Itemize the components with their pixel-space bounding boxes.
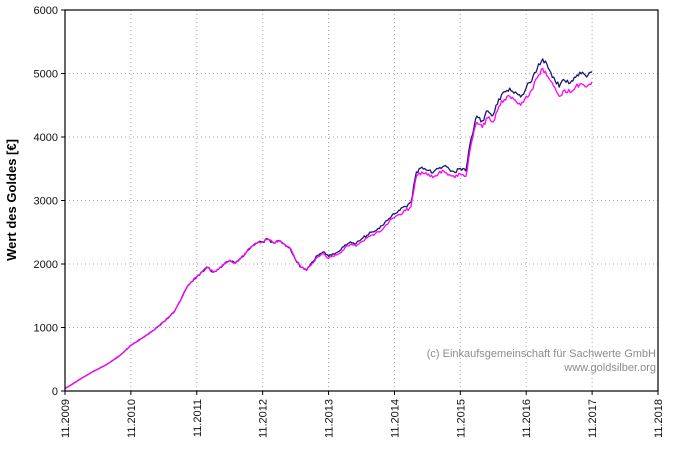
y-tick-label: 6000 — [34, 5, 58, 17]
x-tick-label: 11.2016 — [521, 399, 533, 438]
x-tick-label: 11.2017 — [587, 399, 599, 438]
y-tick-label: 0 — [52, 386, 58, 398]
y-tick-label: 2000 — [34, 259, 58, 271]
x-tick-label: 11.2013 — [324, 399, 336, 438]
x-tick-label: 11.2011 — [192, 399, 204, 437]
x-tick-label: 11.2014 — [389, 399, 401, 438]
x-tick-label: 11.2009 — [60, 399, 72, 438]
magenta-line — [64, 67, 593, 390]
y-tick-label: 4000 — [34, 132, 58, 144]
copyright-annotation: (c) Einkaufsgemeinschaft für Sachwerte G… — [427, 348, 656, 360]
x-tick-label: 11.2012 — [258, 399, 270, 438]
website-annotation: www.goldsilber.org — [563, 362, 656, 374]
x-tick-label: 11.2010 — [126, 399, 138, 438]
data-series — [64, 58, 593, 390]
y-tick-label: 3000 — [34, 196, 58, 208]
axis-ticks — [61, 9, 659, 395]
y-tick-label: 5000 — [34, 69, 58, 81]
y-axis-title: Wert des Goldes [€] — [4, 139, 19, 261]
gridlines — [65, 10, 658, 391]
x-tick-label: 11.2015 — [455, 399, 467, 438]
dark-blue-line — [64, 58, 593, 390]
y-tick-label: 1000 — [34, 323, 58, 335]
x-tick-label: 11.2018 — [653, 399, 665, 438]
axis-tick-labels: 11.2009 11.2010 11.2011 11.2012 11.2013 11.20… — [34, 5, 665, 438]
